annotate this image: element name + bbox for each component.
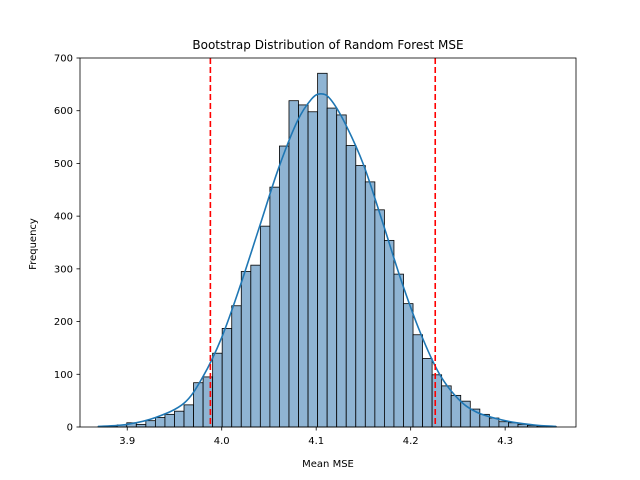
kde-curve — [97, 93, 557, 428]
y-tick-label: 500 — [54, 159, 73, 170]
y-tick-label: 400 — [54, 212, 73, 223]
histogram-bar — [259, 225, 271, 428]
histogram-bar — [374, 209, 385, 428]
histogram-bar — [384, 239, 395, 428]
y-tick-label: 600 — [54, 106, 73, 117]
histogram-bar — [431, 374, 443, 428]
plot-frame — [79, 57, 577, 428]
y-tick-label: 0 — [67, 423, 73, 434]
x-tick-label: 3.9 — [119, 436, 135, 447]
histogram-bar — [364, 181, 376, 428]
x-tick-label: 4.1 — [308, 436, 324, 447]
histogram-bar — [403, 303, 414, 428]
histogram-bar — [317, 72, 328, 428]
histogram-bar — [154, 417, 166, 428]
histogram-bar — [145, 420, 156, 428]
histogram-bar — [288, 100, 299, 428]
histogram-bar — [326, 107, 338, 428]
histogram-bar — [298, 104, 309, 428]
y-axis-label: Frequency — [28, 218, 39, 270]
x-tick-label: 4.2 — [403, 436, 419, 447]
histogram-bar — [221, 328, 233, 428]
histogram-bar — [212, 352, 223, 428]
histogram-bar — [174, 410, 185, 428]
histogram-bar — [393, 273, 404, 428]
x-axis-label: Mean MSE — [302, 459, 354, 470]
y-tick-label: 300 — [54, 264, 73, 275]
histogram-bar — [164, 413, 175, 428]
plot-area — [79, 57, 577, 428]
y-tick-label: 700 — [54, 54, 73, 65]
y-tick-label: 100 — [54, 370, 73, 381]
histogram-bar — [441, 385, 452, 428]
histogram-bar — [250, 264, 261, 428]
histogram-bar — [183, 404, 194, 428]
histogram-bar — [422, 358, 433, 428]
x-axis: 3.9 4.0 4.1 4.2 4.3 — [119, 427, 513, 447]
histogram-bar — [412, 334, 423, 428]
histogram-bar — [279, 145, 290, 428]
histogram-bar — [345, 145, 357, 428]
chart-title: Bootstrap Distribution of Random Forest … — [192, 38, 463, 52]
y-tick-label: 200 — [54, 317, 73, 328]
histogram-bar — [269, 186, 280, 428]
histogram-bar — [231, 305, 242, 428]
histogram-bar — [202, 376, 214, 428]
y-axis: 0 100 200 300 400 500 600 700 — [54, 54, 80, 434]
x-tick-label: 4.0 — [214, 436, 230, 447]
histogram-bar — [240, 271, 252, 428]
x-tick-label: 4.3 — [497, 436, 513, 447]
histogram-bar — [498, 421, 509, 428]
histogram-bar — [336, 114, 347, 428]
histogram-bar — [307, 111, 319, 428]
histogram-bar — [355, 165, 366, 428]
